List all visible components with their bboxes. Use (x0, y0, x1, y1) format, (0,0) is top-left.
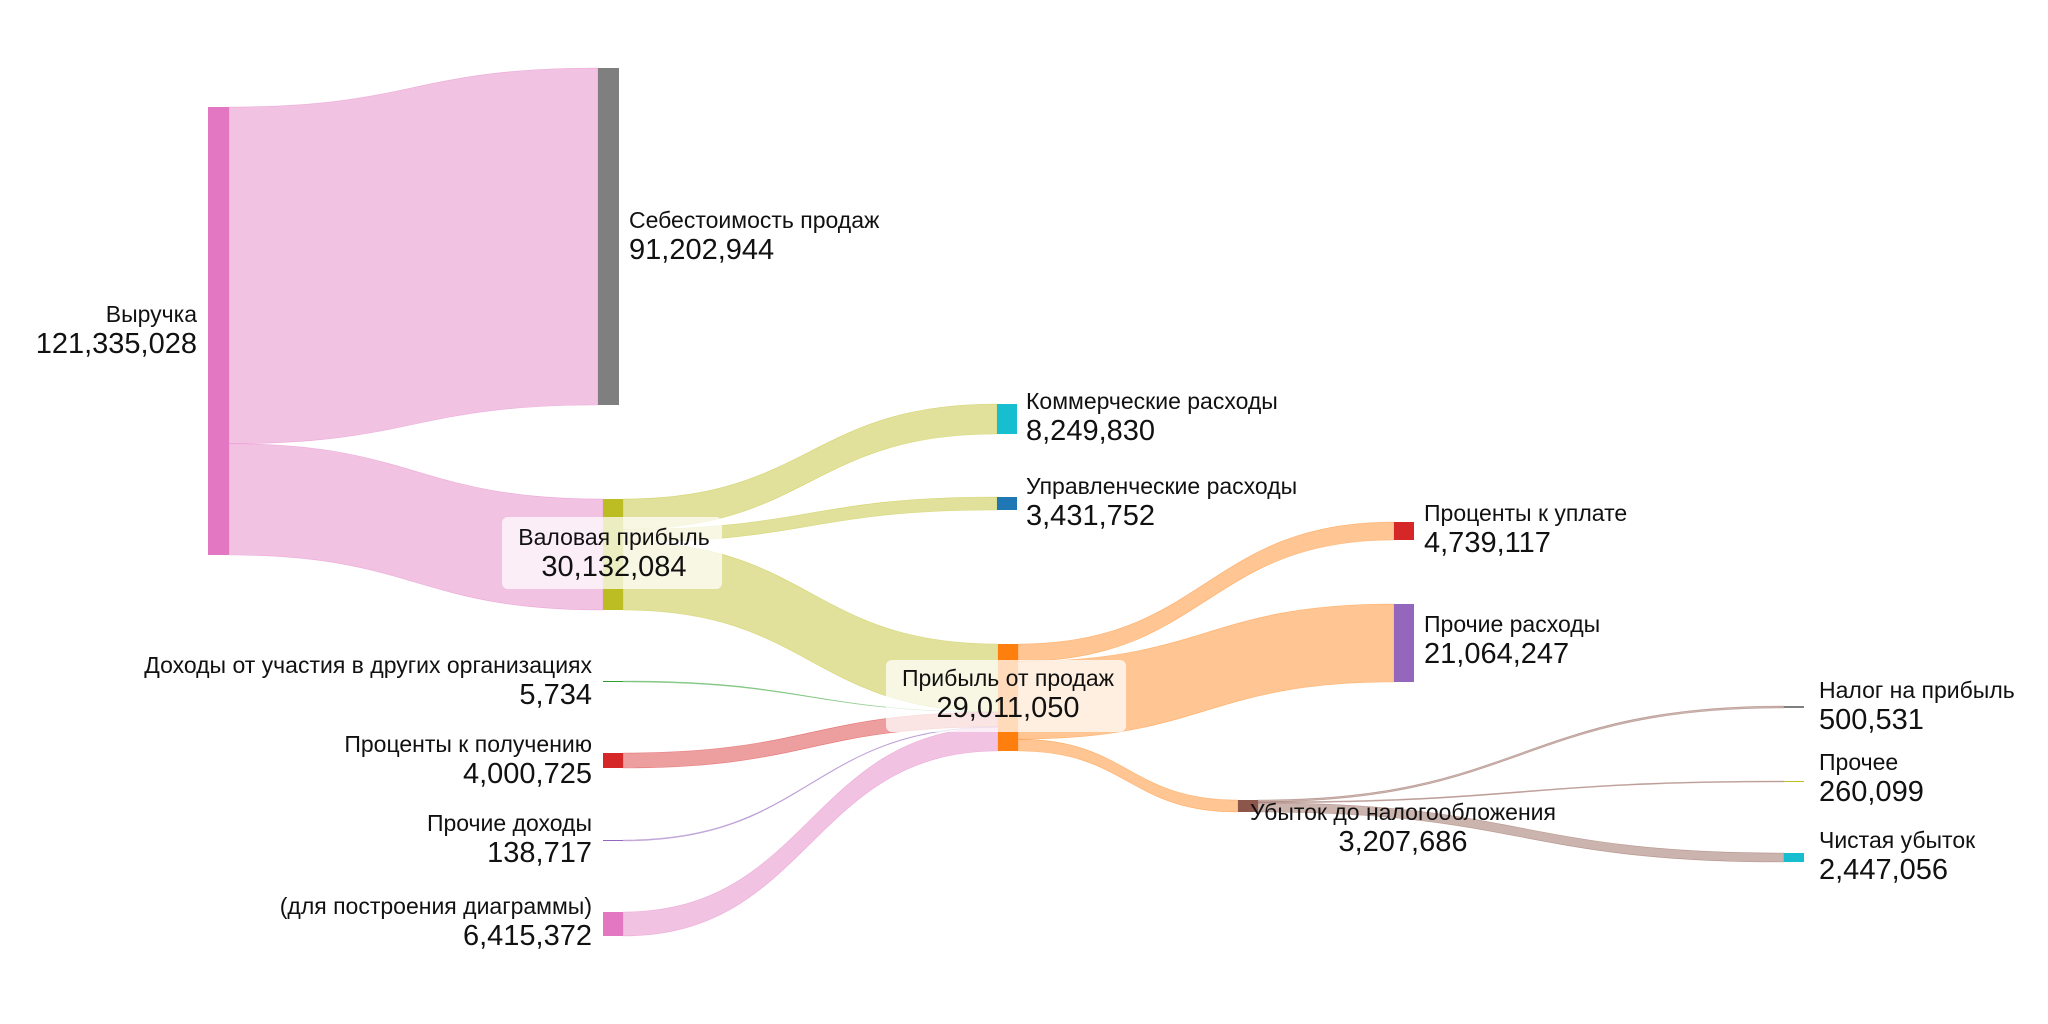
node-value-commercial: 8,249,830 (1026, 415, 1155, 447)
node-int_recv (603, 753, 623, 768)
node-label-other_exp: Прочие расходы (1424, 611, 1600, 637)
node-label-commercial: Коммерческие расходы (1026, 388, 1278, 414)
node-value-int_recv: 4,000,725 (463, 758, 592, 790)
node-other_exp (1394, 604, 1414, 682)
node-label-other: Прочее (1819, 749, 1898, 775)
node-value-pretax_loss: 3,207,686 (1338, 826, 1467, 858)
node-value-cogs: 91,202,944 (629, 234, 774, 266)
node-value-other_exp: 21,064,247 (1424, 638, 1569, 670)
node-label-gross: Валовая прибыль (518, 524, 709, 550)
node-label-plug: (для построения диаграммы) (280, 893, 592, 919)
link-pretax_loss-to-tax (1257, 705, 1785, 803)
node-label-cogs: Себестоимость продаж (629, 207, 880, 233)
node-admin (997, 497, 1017, 510)
node-int_pay (1394, 522, 1414, 540)
node-commercial (997, 404, 1017, 434)
node-label-int_recv: Проценты к получению (344, 731, 592, 757)
node-label-int_pay: Проценты к уплате (1424, 500, 1627, 526)
node-value-gross: 30,132,084 (541, 551, 686, 583)
node-label-sales_profit: Прибыль от продаж (902, 665, 1115, 691)
label-bg-sales_profit (886, 660, 1126, 732)
node-label-admin: Управленческие расходы (1026, 473, 1297, 499)
label-bg-gross (502, 517, 722, 589)
node-value-participation: 5,734 (519, 679, 592, 711)
node-participation (603, 681, 623, 682)
node-value-other: 260,099 (1819, 776, 1924, 808)
node-label-pretax_loss: Убыток до налогообложения (1250, 799, 1556, 825)
link-sales_profit-to-pretax_loss (1017, 738, 1239, 813)
node-value-revenue: 121,335,028 (36, 328, 197, 360)
node-value-other_inc: 138,717 (487, 837, 592, 869)
node-value-admin: 3,431,752 (1026, 500, 1155, 532)
node-value-plug: 6,415,372 (463, 920, 592, 952)
node-other (1784, 781, 1804, 782)
node-value-net_loss: 2,447,056 (1819, 854, 1948, 886)
node-label-participation: Доходы от участия в других организациях (144, 652, 592, 678)
node-revenue (208, 107, 229, 555)
node-plug (603, 912, 623, 936)
node-value-sales_profit: 29,011,050 (937, 692, 1080, 724)
node-cogs (598, 68, 619, 405)
node-pretax_loss (1238, 800, 1258, 812)
node-label-revenue: Выручка (106, 301, 197, 327)
node-tax (1784, 706, 1804, 708)
link-revenue-to-cogs (228, 67, 599, 445)
node-other_inc (603, 840, 623, 841)
node-value-int_pay: 4,739,117 (1424, 527, 1551, 559)
node-label-tax: Налог на прибыль (1819, 677, 2015, 703)
node-net_loss (1784, 853, 1804, 862)
node-label-net_loss: Чистая убыток (1819, 827, 1976, 853)
node-value-tax: 500,531 (1819, 704, 1924, 736)
node-label-other_inc: Прочие доходы (427, 810, 592, 836)
